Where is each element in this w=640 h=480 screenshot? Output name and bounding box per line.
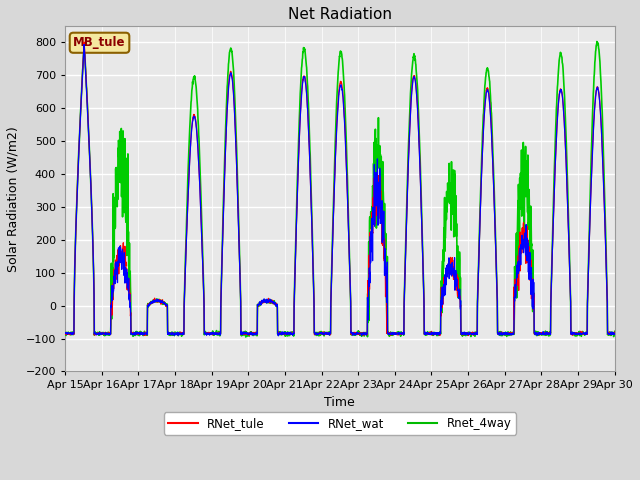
Title: Net Radiation: Net Radiation — [288, 7, 392, 22]
Text: MB_tule: MB_tule — [73, 36, 126, 49]
Y-axis label: Solar Radiation (W/m2): Solar Radiation (W/m2) — [7, 126, 20, 272]
Legend: RNet_tule, RNet_wat, Rnet_4way: RNet_tule, RNet_wat, Rnet_4way — [164, 412, 516, 435]
X-axis label: Time: Time — [324, 396, 355, 409]
